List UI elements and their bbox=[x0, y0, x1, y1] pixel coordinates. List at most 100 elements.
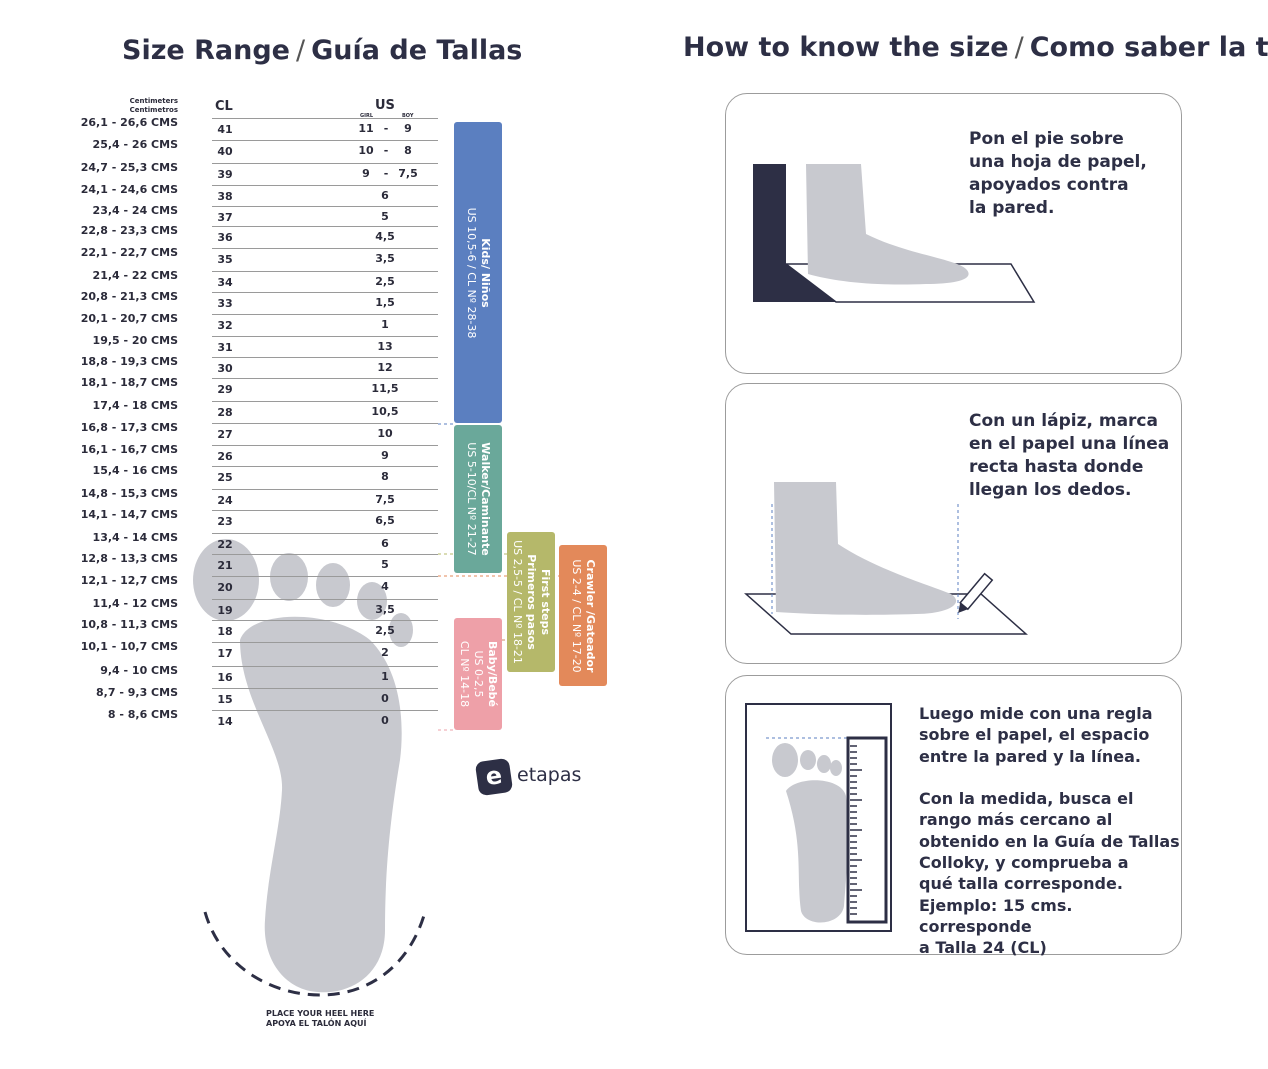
row-divider bbox=[212, 620, 438, 621]
us-boy-size: 9 bbox=[404, 122, 412, 135]
us-size: 7,5 bbox=[375, 493, 395, 506]
step-3-line: Con la medida, busca el bbox=[919, 789, 1134, 809]
band-first-steps: First steps Primeros pasos US 2,5-5 / CL N… bbox=[507, 532, 555, 672]
cm-range: 18,8 - 19,3 CMS bbox=[80, 355, 178, 368]
us-size: 12 bbox=[377, 361, 393, 374]
us-size: 1 bbox=[381, 318, 389, 331]
row-divider bbox=[212, 357, 438, 358]
row-divider bbox=[212, 118, 438, 119]
band-walker: Walker/Caminante US 5-10/CL Nº 21-27 bbox=[454, 425, 502, 573]
cm-range: 8,7 - 9,3 CMS bbox=[96, 686, 178, 699]
heel-instruction: PLACE YOUR HEEL HERE APOYA EL TALÓN AQUÍ bbox=[266, 1009, 375, 1028]
us-size: 3,5 bbox=[375, 252, 395, 265]
cl-size: 29 bbox=[217, 383, 233, 396]
step-3-line: qué talla corresponde. bbox=[919, 874, 1123, 894]
us-girl-size: 10 bbox=[358, 144, 374, 157]
step-panel-3: Luego mide con una regla sobre el papel, … bbox=[725, 675, 1182, 957]
us-girl-size: 9 bbox=[362, 167, 370, 180]
row-divider bbox=[212, 710, 438, 711]
cm-range: 11,4 - 12 CMS bbox=[92, 597, 178, 610]
cl-size: 30 bbox=[217, 362, 233, 375]
cl-size: 37 bbox=[217, 211, 233, 224]
girl-label: GIRL bbox=[360, 113, 374, 119]
us-size: 11,5 bbox=[371, 382, 399, 395]
toe bbox=[389, 613, 413, 647]
cm-range: 12,8 - 13,3 CMS bbox=[80, 552, 178, 565]
how-to-title: How to know the size/Como saber la talla bbox=[683, 32, 1268, 63]
us-size: 4 bbox=[381, 580, 389, 593]
cm-range: 13,4 - 14 CMS bbox=[92, 531, 178, 544]
pencil-mark-illustration bbox=[744, 482, 1028, 635]
us-boy-size: 7,5 bbox=[398, 167, 418, 180]
cm-range: 10,8 - 11,3 CMS bbox=[80, 618, 178, 631]
row-divider bbox=[212, 140, 438, 141]
us-size: 2 bbox=[381, 646, 389, 659]
cl-size: 31 bbox=[217, 341, 233, 354]
boy-label: BOY bbox=[402, 113, 414, 119]
cl-size: 35 bbox=[217, 253, 233, 266]
cm-range: 15,4 - 16 CMS bbox=[92, 464, 178, 477]
cm-range: 18,1 - 18,7 CMS bbox=[80, 376, 178, 389]
cm-range: 20,8 - 21,3 CMS bbox=[80, 290, 178, 303]
cl-size: 22 bbox=[217, 538, 233, 551]
row-divider bbox=[212, 401, 438, 402]
cl-size: 38 bbox=[217, 190, 233, 203]
cl-size: 17 bbox=[217, 647, 233, 660]
cl-size: 34 bbox=[217, 276, 233, 289]
cm-range: 12,1 - 12,7 CMS bbox=[80, 574, 178, 587]
step-3-text: Luego mide con una regla sobre el papel, … bbox=[919, 703, 1181, 959]
cm-range: 14,1 - 14,7 CMS bbox=[80, 508, 178, 521]
row-divider bbox=[212, 271, 438, 272]
heel-arc bbox=[203, 911, 427, 997]
cl-size: 39 bbox=[217, 168, 233, 181]
step-3-line: rango más cercano al bbox=[919, 810, 1113, 830]
foot-against-wall-illustration bbox=[753, 164, 1036, 303]
us-size: 3,5 bbox=[375, 603, 395, 616]
cm-range: 24,7 - 25,3 CMS bbox=[80, 161, 178, 174]
cm-range: 23,4 - 24 CMS bbox=[92, 204, 178, 217]
row-divider bbox=[212, 554, 438, 555]
us-size: 1 bbox=[381, 670, 389, 683]
row-divider bbox=[212, 489, 438, 490]
cm-range: 22,8 - 23,3 CMS bbox=[80, 224, 178, 237]
us-size: 6 bbox=[381, 189, 389, 202]
cl-header: CL bbox=[215, 99, 233, 114]
row-divider bbox=[212, 248, 438, 249]
step-3-line: entre la pared y la línea. bbox=[919, 746, 1142, 766]
toe bbox=[270, 553, 308, 601]
cl-size: 40 bbox=[217, 145, 233, 158]
us-size: 5 bbox=[381, 210, 389, 223]
row-divider bbox=[212, 666, 438, 667]
row-divider bbox=[212, 206, 438, 207]
row-divider bbox=[212, 533, 438, 534]
us-girl-size: 11 bbox=[358, 122, 374, 135]
us-size: 2,5 bbox=[375, 275, 395, 288]
us-dash: - bbox=[383, 122, 389, 135]
cm-range: 16,1 - 16,7 CMS bbox=[80, 443, 178, 456]
cl-size: 18 bbox=[217, 625, 233, 638]
cm-range: 24,1 - 24,6 CMS bbox=[80, 183, 178, 196]
step-3-line bbox=[919, 767, 1181, 788]
cm-range: 21,4 - 22 CMS bbox=[92, 269, 178, 282]
big-toe bbox=[193, 539, 259, 621]
cl-size: 36 bbox=[217, 231, 233, 244]
cm-range: 19,5 - 20 CMS bbox=[92, 334, 178, 347]
step-panel-1: Pon el pie sobre una hoja de papel, apoyad… bbox=[725, 93, 1182, 374]
us-boy-size: 8 bbox=[404, 144, 412, 157]
etapas-logo-text: etapas bbox=[517, 764, 582, 786]
us-size: 6,5 bbox=[375, 514, 395, 527]
cm-range: 8 - 8,6 CMS bbox=[107, 708, 178, 721]
us-header: US bbox=[375, 98, 395, 113]
cl-size: 28 bbox=[217, 406, 233, 419]
row-divider bbox=[212, 163, 438, 164]
step-1-text: Pon el pie sobre una hoja de papel, apoyad… bbox=[969, 129, 1147, 218]
band-crawler: Crawler /Gateador US 2-4 / CL Nº 17-20 bbox=[559, 545, 607, 686]
cl-size: 24 bbox=[217, 494, 233, 507]
toe bbox=[357, 582, 387, 620]
us-size: 10 bbox=[377, 427, 393, 440]
step-3-line: Luego mide con una regla bbox=[919, 704, 1153, 723]
us-size: 2,5 bbox=[375, 624, 395, 637]
us-dash: - bbox=[383, 167, 389, 180]
band-kids: Kids/ Niños US 10,5-6 / CL Nº 28-38 bbox=[454, 122, 502, 423]
